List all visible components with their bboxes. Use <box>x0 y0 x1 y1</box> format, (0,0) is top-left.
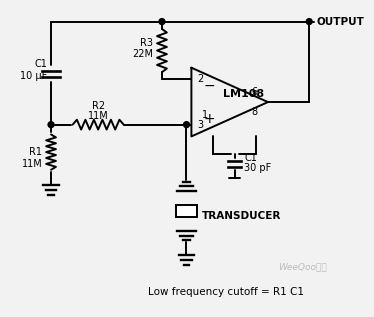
Text: C1: C1 <box>34 59 47 69</box>
Text: 22M: 22M <box>132 49 153 60</box>
Text: 11M: 11M <box>88 111 108 121</box>
Text: C1: C1 <box>244 153 257 163</box>
Text: −: − <box>203 78 215 92</box>
Text: OUTPUT: OUTPUT <box>316 16 364 27</box>
Text: R2: R2 <box>92 101 105 111</box>
Text: 1: 1 <box>202 110 208 120</box>
Text: +: + <box>203 112 215 126</box>
Circle shape <box>48 122 54 127</box>
Text: TRANSDUCER: TRANSDUCER <box>202 211 282 221</box>
Text: 11M: 11M <box>21 159 42 169</box>
Text: 2: 2 <box>197 74 203 85</box>
Circle shape <box>184 122 190 127</box>
Text: LM108: LM108 <box>223 89 264 99</box>
Circle shape <box>306 19 312 24</box>
Text: 6: 6 <box>251 87 257 97</box>
Text: 8: 8 <box>251 107 257 117</box>
Text: WeeQoo维库: WeeQoo维库 <box>278 262 327 271</box>
Text: 30 pF: 30 pF <box>244 163 272 173</box>
Text: 3: 3 <box>197 120 203 130</box>
Circle shape <box>159 19 165 24</box>
Text: R3: R3 <box>140 38 153 48</box>
Text: 10 μF: 10 μF <box>20 71 47 81</box>
Text: R1: R1 <box>29 147 42 157</box>
Text: Low frequency cutoff = R1 C1: Low frequency cutoff = R1 C1 <box>148 288 304 297</box>
Bar <box>176 205 197 217</box>
